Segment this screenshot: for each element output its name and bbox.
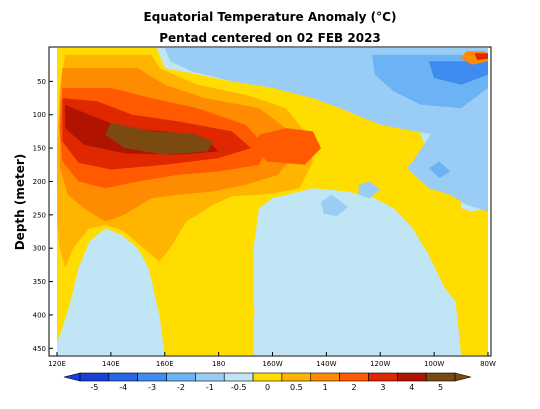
colorbar-swatch [108,372,138,382]
x-tick-label: 80W [480,360,496,368]
y-tick-label: 150 [33,145,46,153]
y-tick-label: 100 [33,111,46,119]
colorbar-low-arrow [63,372,81,382]
colorbar-label: 1 [323,383,328,392]
x-tick-label: 120E [48,360,66,368]
colorbar-swatch [425,372,456,382]
x-tick-label: 140E [102,360,120,368]
anomaly-region [428,161,451,179]
y-tick-label: 400 [33,311,46,319]
colorbar-label: -3 [148,383,156,392]
chart-subtitle: Pentad centered on 02 FEB 2023 [159,31,381,45]
anomaly-region [105,122,214,155]
colorbar-label: 2 [351,383,356,392]
colorbar-label: -5 [90,383,98,392]
colorbar-swatch [195,372,225,382]
x-tick-label: 120W [370,360,390,368]
colorbar: -5 -4 -3 -2 -1 -0.5 0 0.5 1 2 3 4 5 [63,372,472,392]
y-tick-label: 350 [33,278,46,286]
colorbar-swatch [137,372,167,382]
colorbar-label: -2 [177,383,185,392]
anomaly-region [321,194,348,217]
colorbar-label: 0 [265,383,270,392]
colorbar-label: -4 [119,383,127,392]
y-tick-label: 250 [33,211,46,219]
y-axis-label: Depth (meter) [13,154,27,251]
axes: 120E 140E 160E 180 160W 140W 120W 100W 80W 50 100 1… [33,46,496,368]
colorbar-label: -1 [206,383,214,392]
colorbar-high-arrow [454,372,472,382]
plot-area [49,47,491,356]
colorbar-swatch [339,372,369,382]
x-tick-label: 160W [262,360,282,368]
colorbar-swatch [166,372,196,382]
colorbar-swatch [397,372,427,382]
colorbar-swatch [368,372,398,382]
colorbar-label: 3 [380,383,385,392]
y-tick-label: 300 [33,245,46,253]
anomaly-region [253,301,268,355]
anomaly-region [358,181,381,199]
chart-title: Equatorial Temperature Anomaly (°C) [144,10,397,24]
anomaly-region [474,53,488,60]
y-tick-label: 50 [37,78,46,86]
anomaly-region [253,128,321,165]
colorbar-label: 5 [438,383,443,392]
plot-frame [48,46,492,357]
colorbar-swatch [281,372,312,382]
x-tick-label: 140W [316,360,336,368]
anomaly-region [407,108,488,212]
colorbar-label: 0.5 [290,383,303,392]
x-tick-label: 180 [212,360,225,368]
colorbar-label: 4 [409,383,414,392]
colorbar-label: -0.5 [231,383,247,392]
anomaly-region [428,61,488,85]
x-tick-label: 100W [424,360,444,368]
colorbar-swatch [310,372,340,382]
x-tick-label: 160E [156,360,174,368]
y-tick-label: 450 [33,345,46,353]
colorbar-swatch [252,372,283,382]
colorbar-swatch [79,372,110,382]
y-tick-label: 200 [33,178,46,186]
colorbar-swatch [223,372,254,382]
